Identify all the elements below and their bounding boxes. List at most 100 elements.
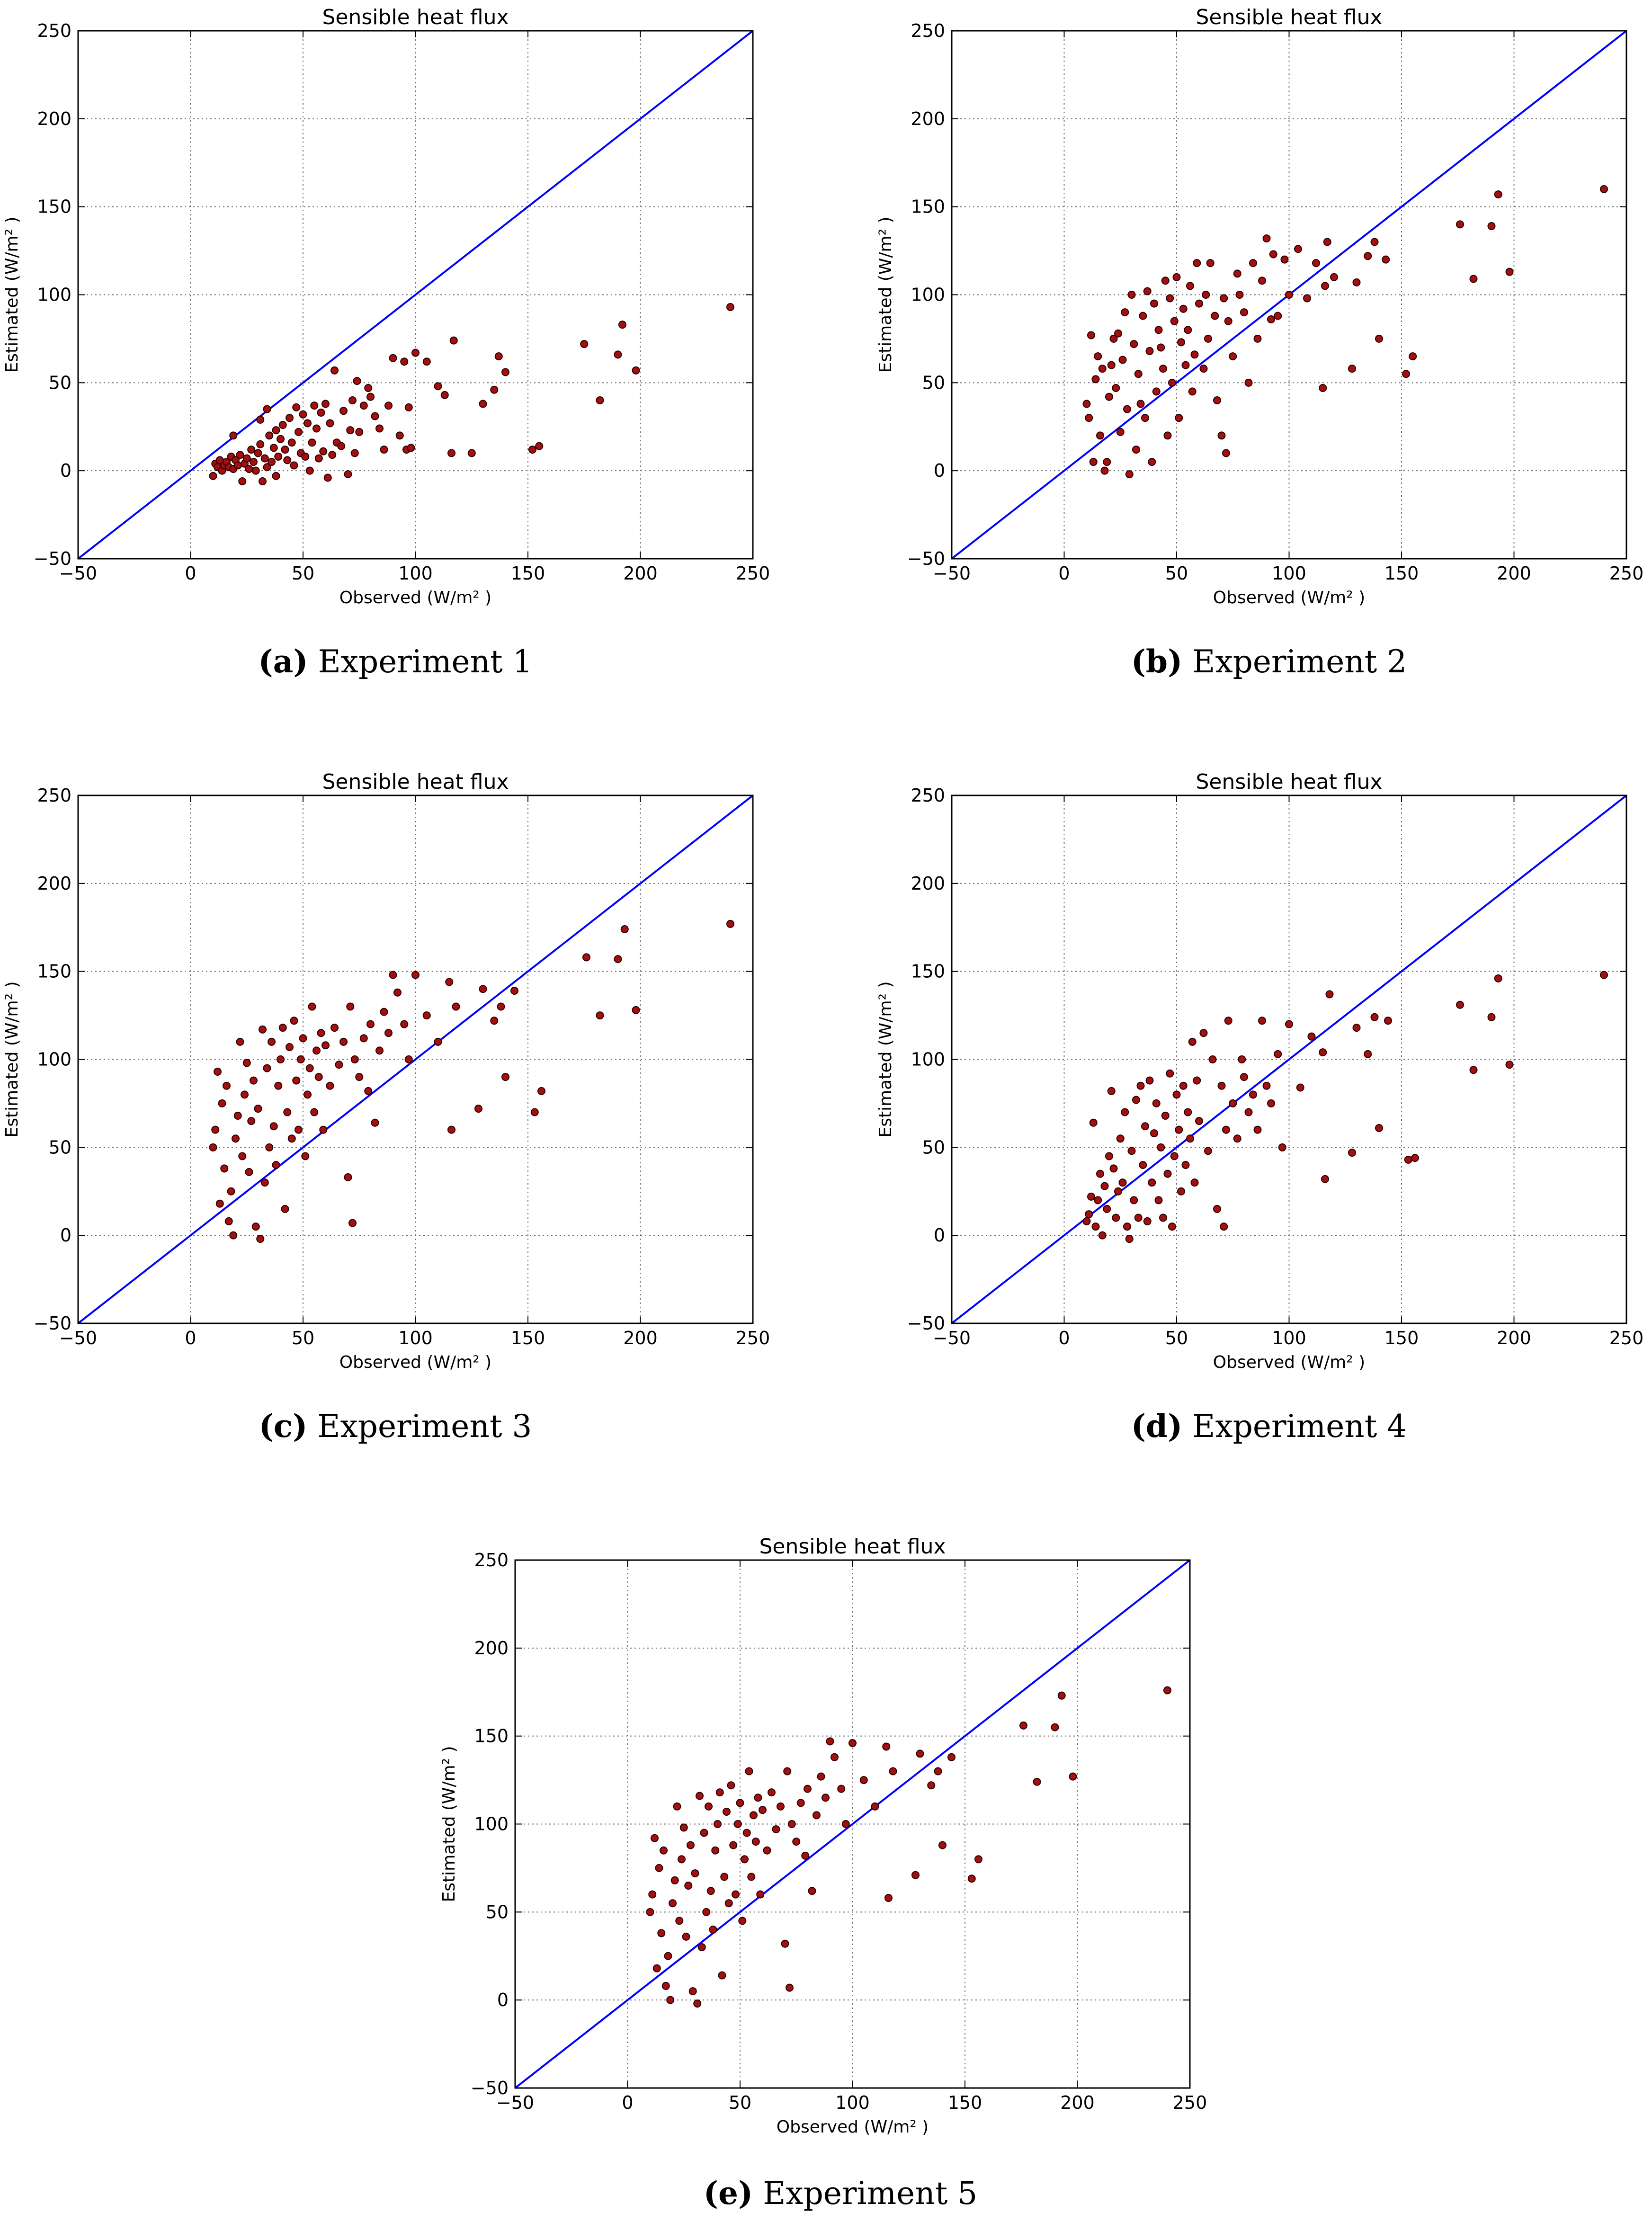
data-point xyxy=(467,449,476,457)
data-point xyxy=(1019,1721,1027,1730)
data-point xyxy=(1195,299,1203,308)
data-point xyxy=(287,438,296,447)
data-point xyxy=(1202,291,1210,299)
data-point xyxy=(1409,352,1417,361)
x-tick-label: 250 xyxy=(736,1328,770,1348)
y-tick-label: 150 xyxy=(911,196,945,217)
data-point xyxy=(1296,1083,1304,1092)
data-point xyxy=(272,1161,280,1169)
data-point xyxy=(359,402,368,410)
data-point xyxy=(646,1908,654,1916)
data-point xyxy=(355,428,364,436)
data-point xyxy=(1204,334,1212,343)
data-point xyxy=(337,442,346,450)
data-point xyxy=(359,1034,368,1043)
y-tick-label: 150 xyxy=(37,196,71,217)
caption-text: Experiment 2 xyxy=(1192,643,1407,680)
data-point xyxy=(259,477,267,485)
data-point xyxy=(1382,255,1390,264)
data-point xyxy=(1494,974,1502,983)
caption-spacer xyxy=(1182,643,1192,680)
y-tick-label: 0 xyxy=(60,460,71,481)
data-point xyxy=(706,1887,715,1895)
data-point xyxy=(1244,1108,1253,1116)
data-point xyxy=(245,464,253,473)
data-point xyxy=(254,449,262,457)
data-point xyxy=(1240,1073,1248,1081)
y-tick-label: 0 xyxy=(60,1225,71,1246)
chart-title: Sensible heat flux xyxy=(322,770,509,794)
data-point xyxy=(1220,1223,1228,1231)
data-point xyxy=(305,466,314,475)
data-point xyxy=(1190,1178,1199,1187)
data-point xyxy=(274,1081,283,1090)
data-point xyxy=(265,1143,274,1151)
data-point xyxy=(380,1008,388,1016)
data-point xyxy=(1505,268,1514,276)
data-point xyxy=(229,431,238,440)
x-tick-label: 50 xyxy=(729,2092,751,2113)
data-point xyxy=(1085,414,1093,422)
data-point xyxy=(389,971,397,979)
data-point xyxy=(447,449,455,457)
data-point xyxy=(290,461,298,470)
data-point xyxy=(747,1873,756,1881)
data-point xyxy=(1330,273,1338,281)
data-point xyxy=(296,1055,305,1063)
data-point xyxy=(308,1002,316,1011)
x-tick-label: 150 xyxy=(511,1328,545,1348)
data-point xyxy=(308,438,316,447)
chart-panel-d: −50−50 0 0 50 50 100 100 150 150 200 200 250 250 Sens… xyxy=(876,770,1643,1445)
data-point xyxy=(772,1825,780,1834)
data-point xyxy=(371,1118,379,1127)
data-point xyxy=(1370,238,1379,246)
data-point xyxy=(1181,1161,1190,1169)
x-axis-label: Observed (W/m² ) xyxy=(1213,1353,1365,1372)
data-point xyxy=(283,1108,292,1116)
data-point xyxy=(494,352,503,361)
caption-letter: (c) xyxy=(259,1408,308,1445)
data-point xyxy=(339,1037,348,1046)
data-point xyxy=(220,1164,229,1173)
data-point xyxy=(353,377,361,385)
x-tick-label: 50 xyxy=(1165,563,1188,584)
y-tick-label: 200 xyxy=(37,108,71,129)
data-point xyxy=(750,1811,758,1820)
y-tick-label: 150 xyxy=(911,961,945,982)
data-point xyxy=(1244,378,1253,387)
y-tick-label: 200 xyxy=(911,108,945,129)
data-point xyxy=(947,1753,955,1761)
plot-frame xyxy=(951,30,1627,560)
data-point xyxy=(670,1876,679,1884)
data-point xyxy=(1217,1081,1226,1090)
caption-letter: (e) xyxy=(704,2175,753,2212)
data-point xyxy=(380,446,388,454)
data-point xyxy=(927,1781,936,1790)
data-point xyxy=(1100,1182,1109,1190)
data-point xyxy=(272,472,280,480)
data-point xyxy=(884,1894,893,1902)
data-point xyxy=(1163,1686,1171,1695)
data-point xyxy=(916,1749,924,1758)
data-point xyxy=(304,419,312,428)
data-point xyxy=(404,403,413,411)
y-tick-label: −50 xyxy=(471,2078,509,2098)
data-point xyxy=(715,1788,724,1797)
data-point xyxy=(256,1235,265,1243)
data-point xyxy=(1323,238,1331,246)
data-point xyxy=(618,321,626,329)
data-point xyxy=(1274,312,1282,320)
data-point xyxy=(1121,1108,1129,1116)
data-point xyxy=(1134,1214,1143,1222)
data-point xyxy=(801,1851,810,1860)
data-point xyxy=(745,1767,753,1776)
data-point xyxy=(269,444,278,452)
data-point xyxy=(1136,1081,1145,1090)
data-point xyxy=(242,454,251,463)
y-tick-label: −50 xyxy=(34,548,71,569)
data-point xyxy=(314,1073,323,1081)
data-point xyxy=(350,449,359,457)
data-point xyxy=(1321,282,1329,290)
data-point xyxy=(1152,1099,1161,1107)
y-tick-label: 200 xyxy=(911,873,945,894)
